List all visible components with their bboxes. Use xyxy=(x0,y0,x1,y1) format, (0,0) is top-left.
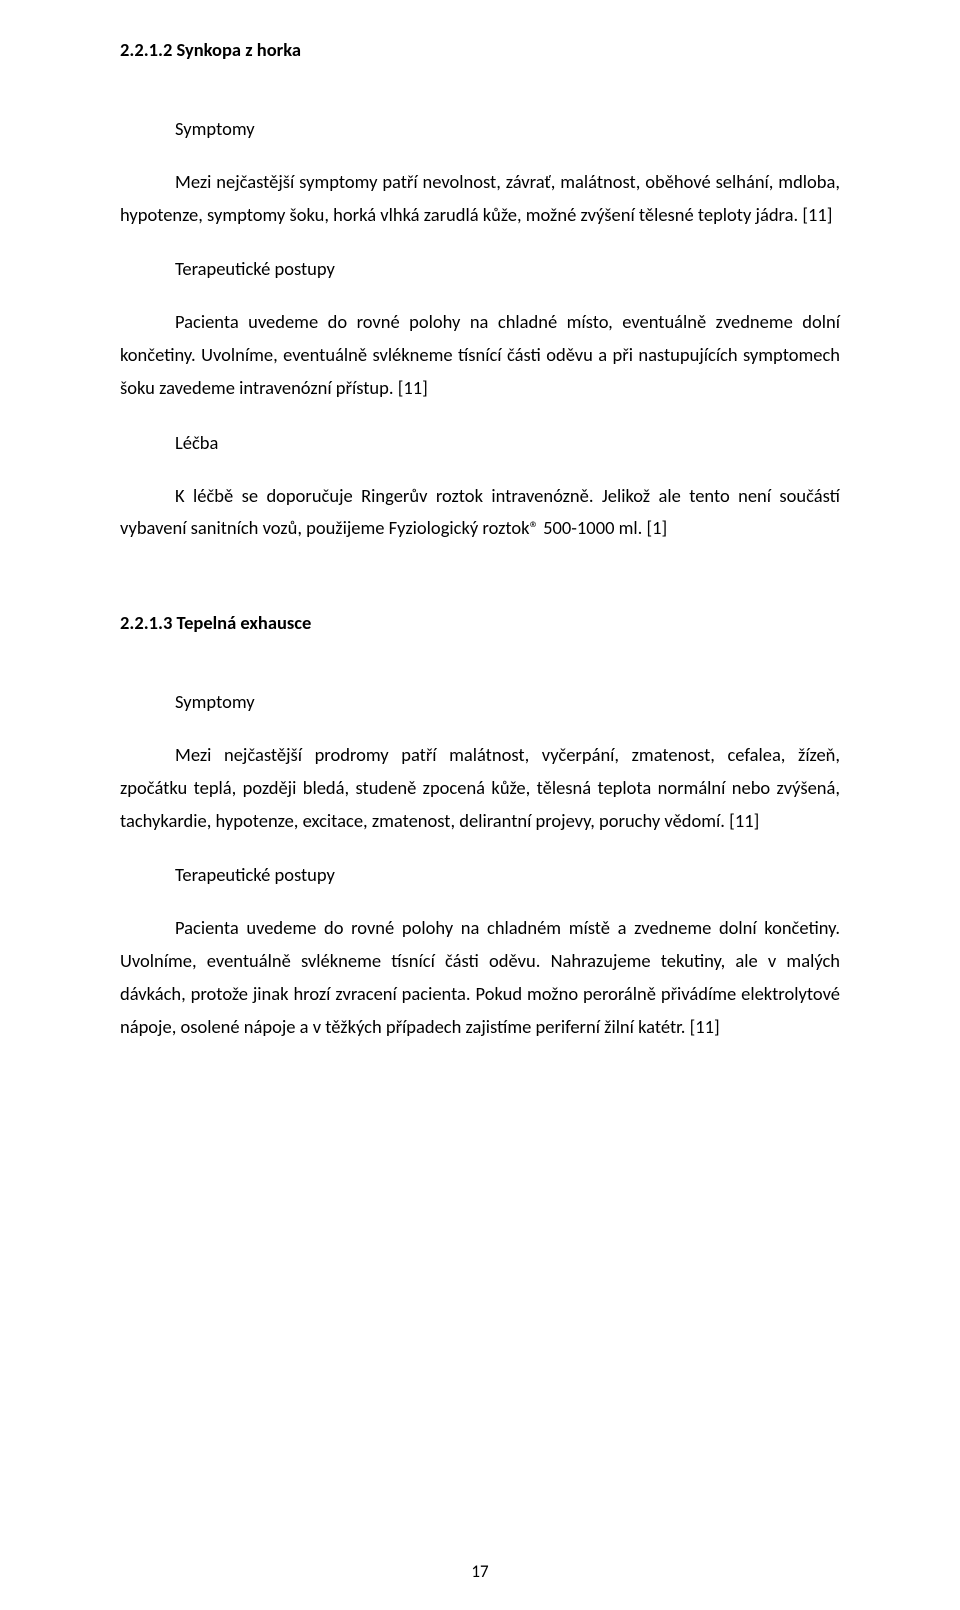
subheading-symptomy-1: Symptomy xyxy=(120,117,840,140)
section-heading-2: 2.2.1.3 Tepelná exhausce xyxy=(120,611,840,634)
paragraph-terapeuticke-2: Pacienta uvedeme do rovné polohy na chla… xyxy=(120,912,840,1043)
paragraph-lecba: K léčbě se doporučuje Ringerův roztok in… xyxy=(120,480,840,545)
paragraph-symptomy-1: Mezi nejčastější symptomy patří nevolnos… xyxy=(120,166,840,231)
section-heading-1: 2.2.1.2 Synkopa z horka xyxy=(120,38,840,61)
subheading-lecba: Léčba xyxy=(120,431,840,454)
paragraph-symptomy-2: Mezi nejčastější prodromy patří malátnos… xyxy=(120,739,840,837)
subheading-terapeuticke-1: Terapeutické postupy xyxy=(120,257,840,280)
subheading-terapeuticke-2: Terapeutické postupy xyxy=(120,863,840,886)
paragraph-terapeuticke-1: Pacienta uvedeme do rovné polohy na chla… xyxy=(120,306,840,404)
page-number: 17 xyxy=(0,1561,960,1582)
subheading-symptomy-2: Symptomy xyxy=(120,690,840,713)
section-gap xyxy=(120,545,840,611)
